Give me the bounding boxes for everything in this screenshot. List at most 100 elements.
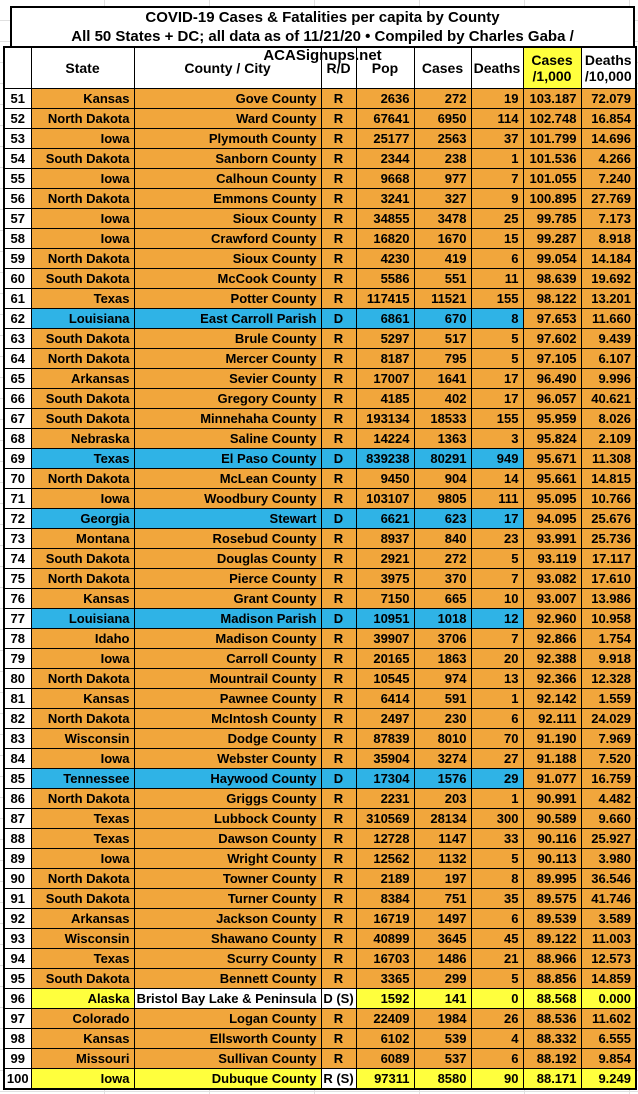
cell-deaths[interactable]: 6	[470, 708, 524, 729]
cell-cases[interactable]: 3274	[413, 748, 472, 769]
cell-rd[interactable]: R	[320, 588, 357, 609]
cell-deaths[interactable]: 949	[470, 448, 524, 469]
cell-deaths[interactable]: 155	[470, 288, 524, 309]
cell-pop[interactable]: 25177	[355, 128, 415, 149]
cell-cases-per-1000[interactable]: 91.077	[522, 768, 582, 789]
cell-deaths-per-10000[interactable]: 7.173	[580, 208, 637, 229]
cell-deaths-per-10000[interactable]: 9.996	[580, 368, 637, 389]
cell-deaths-per-10000[interactable]: 9.249	[580, 1068, 637, 1089]
cell-cases-per-1000[interactable]: 95.959	[522, 408, 582, 429]
cell-deaths-per-10000[interactable]: 14.184	[580, 248, 637, 269]
cell-state[interactable]: South Dakota	[30, 328, 135, 349]
cell-deaths[interactable]: 5	[470, 328, 524, 349]
cell-rd[interactable]: R	[320, 828, 357, 849]
cell-deaths-per-10000[interactable]: 1.754	[580, 628, 637, 649]
cell-state[interactable]: North Dakota	[30, 348, 135, 369]
cell-deaths-per-10000[interactable]: 40.621	[580, 388, 637, 409]
cell-pop[interactable]: 310569	[355, 808, 415, 829]
cell-cases[interactable]: 3645	[413, 928, 472, 949]
cell-state[interactable]: Louisiana	[30, 608, 135, 629]
cell-rd[interactable]: R	[320, 288, 357, 309]
cell-pop[interactable]: 20165	[355, 648, 415, 669]
cell-county[interactable]: Saline County	[133, 428, 322, 449]
cell-cases[interactable]: 238	[413, 148, 472, 169]
cell-state[interactable]: Iowa	[30, 488, 135, 509]
cell-state[interactable]: Iowa	[30, 208, 135, 229]
cell-pop[interactable]: 193134	[355, 408, 415, 429]
cell-county[interactable]: Sioux County	[133, 248, 322, 269]
cell-pop[interactable]: 6089	[355, 1048, 415, 1069]
cell-county[interactable]: Dodge County	[133, 728, 322, 749]
cell-state[interactable]: Kansas	[30, 1028, 135, 1049]
cell-cases-per-1000[interactable]: 100.895	[522, 188, 582, 209]
cell-cases-per-1000[interactable]: 92.388	[522, 648, 582, 669]
cell-deaths[interactable]: 7	[470, 568, 524, 589]
cell-pop[interactable]: 2231	[355, 788, 415, 809]
cell-state[interactable]: Iowa	[30, 168, 135, 189]
cell-pop[interactable]: 10545	[355, 668, 415, 689]
cell-deaths[interactable]: 19	[470, 88, 524, 109]
cell-cases[interactable]: 1132	[413, 848, 472, 869]
cell-county[interactable]: Bristol Bay Lake & Peninsula	[133, 988, 322, 1009]
cell-deaths-per-10000[interactable]: 6.555	[580, 1028, 637, 1049]
cell-deaths[interactable]: 45	[470, 928, 524, 949]
cell-pop[interactable]: 2189	[355, 868, 415, 889]
cell-cases[interactable]: 795	[413, 348, 472, 369]
cell-rd[interactable]: R	[320, 1028, 357, 1049]
cell-cases-per-1000[interactable]: 93.991	[522, 528, 582, 549]
cell-rd[interactable]: R	[320, 428, 357, 449]
cell-county[interactable]: Bennett County	[133, 968, 322, 989]
cell-cases-per-1000[interactable]: 103.187	[522, 88, 582, 109]
cell-cases[interactable]: 537	[413, 1048, 472, 1069]
cell-state[interactable]: Missouri	[30, 1048, 135, 1069]
cell-deaths-per-10000[interactable]: 6.107	[580, 348, 637, 369]
cell-cases-per-1000[interactable]: 90.116	[522, 828, 582, 849]
cell-state[interactable]: Tennessee	[30, 768, 135, 789]
cell-county[interactable]: Madison County	[133, 628, 322, 649]
cell-county[interactable]: Jackson County	[133, 908, 322, 929]
cell-county[interactable]: Dubuque County	[133, 1068, 322, 1089]
cell-pop[interactable]: 2921	[355, 548, 415, 569]
cell-pop[interactable]: 67641	[355, 108, 415, 129]
cell-state[interactable]: Alaska	[30, 988, 135, 1009]
cell-deaths[interactable]: 20	[470, 648, 524, 669]
cell-deaths-per-10000[interactable]: 25.736	[580, 528, 637, 549]
cell-deaths-per-10000[interactable]: 1.559	[580, 688, 637, 709]
cell-cases-per-1000[interactable]: 96.057	[522, 388, 582, 409]
cell-deaths[interactable]: 17	[470, 388, 524, 409]
cell-deaths[interactable]: 10	[470, 588, 524, 609]
cell-state[interactable]: Iowa	[30, 228, 135, 249]
cell-county[interactable]: Griggs County	[133, 788, 322, 809]
cell-cases-per-1000[interactable]: 89.995	[522, 868, 582, 889]
cell-state[interactable]: North Dakota	[30, 568, 135, 589]
cell-cases-per-1000[interactable]: 95.095	[522, 488, 582, 509]
cell-cases-per-1000[interactable]: 89.122	[522, 928, 582, 949]
cell-cases-per-1000[interactable]: 95.824	[522, 428, 582, 449]
cell-rd[interactable]: R	[320, 528, 357, 549]
cell-deaths-per-10000[interactable]: 14.815	[580, 468, 637, 489]
cell-deaths-per-10000[interactable]: 27.769	[580, 188, 637, 209]
cell-state[interactable]: South Dakota	[30, 968, 135, 989]
cell-cases[interactable]: 8010	[413, 728, 472, 749]
cell-county[interactable]: Mercer County	[133, 348, 322, 369]
cell-deaths-per-10000[interactable]: 12.328	[580, 668, 637, 689]
cell-deaths[interactable]: 8	[470, 308, 524, 329]
cell-cases[interactable]: 670	[413, 308, 472, 329]
cell-pop[interactable]: 117415	[355, 288, 415, 309]
cell-deaths-per-10000[interactable]: 11.602	[580, 1008, 637, 1029]
cell-cases[interactable]: 1984	[413, 1008, 472, 1029]
cell-deaths-per-10000[interactable]: 36.546	[580, 868, 637, 889]
cell-state[interactable]: Texas	[30, 808, 135, 829]
cell-rd[interactable]: D	[320, 448, 357, 469]
cell-cases[interactable]: 1863	[413, 648, 472, 669]
cell-rd[interactable]: D	[320, 608, 357, 629]
cell-rd[interactable]: R	[320, 408, 357, 429]
cell-cases[interactable]: 623	[413, 508, 472, 529]
cell-rd[interactable]: R	[320, 1048, 357, 1069]
cell-rd[interactable]: R	[320, 128, 357, 149]
cell-cases-per-1000[interactable]: 92.142	[522, 688, 582, 709]
cell-rd[interactable]: R	[320, 388, 357, 409]
cell-deaths-per-10000[interactable]: 16.759	[580, 768, 637, 789]
cell-pop[interactable]: 40899	[355, 928, 415, 949]
cell-state[interactable]: Louisiana	[30, 308, 135, 329]
